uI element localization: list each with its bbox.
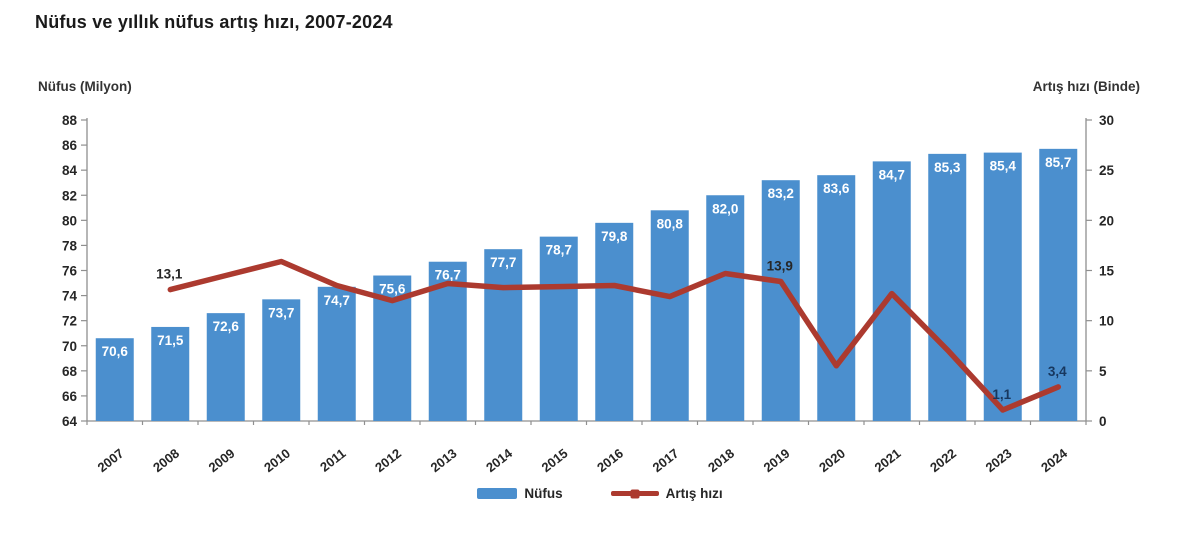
- bar-2016: [595, 222, 634, 421]
- bar-2018: [706, 195, 745, 421]
- bar-value-label-2013: 76,7: [435, 268, 461, 283]
- x-tick-label-2010: 2010: [261, 446, 293, 476]
- left-axis-tick-label: 78: [62, 238, 78, 253]
- chart-legend: Nüfus Artış hızı: [0, 486, 1200, 501]
- left-axis-tick-label: 64: [62, 414, 78, 429]
- right-axis-tick-label: 10: [1099, 314, 1114, 329]
- left-axis-tick-label: 82: [62, 188, 77, 203]
- left-axis-tick-label: 88: [62, 113, 78, 128]
- line-point-label-2008: 13,1: [156, 267, 183, 282]
- bar-value-label-2010: 73,7: [268, 305, 294, 320]
- legend-label-nufus: Nüfus: [524, 486, 563, 501]
- right-axis-tick-label: 0: [1099, 414, 1107, 429]
- bar-series-swatch-icon: [477, 488, 518, 499]
- x-tick-label-2023: 2023: [983, 446, 1015, 476]
- bar-value-label-2023: 85,4: [990, 159, 1017, 174]
- x-tick-label-2015: 2015: [539, 446, 571, 476]
- x-tick-label-2013: 2013: [428, 446, 460, 476]
- bar-value-label-2018: 82,0: [712, 201, 738, 216]
- bar-2024: [1039, 148, 1078, 422]
- bar-2020: [817, 175, 856, 421]
- left-axis-tick-label: 66: [62, 389, 78, 404]
- x-tick-label-2014: 2014: [483, 445, 516, 475]
- bar-value-label-2008: 71,5: [157, 333, 184, 348]
- left-axis-tick-label: 84: [62, 163, 78, 178]
- line-point-label-2024: 3,4: [1048, 364, 1067, 379]
- bar-value-label-2007: 70,6: [102, 344, 129, 359]
- left-axis-tick-label: 80: [62, 213, 77, 228]
- right-axis-title: Artış hızı (Binde): [1032, 79, 1140, 94]
- x-tick-label-2019: 2019: [761, 446, 793, 476]
- left-axis-tick-label: 72: [62, 314, 77, 329]
- right-axis-tick-label: 20: [1099, 213, 1114, 228]
- x-tick-label-2022: 2022: [927, 446, 959, 476]
- bar-value-label-2015: 78,7: [546, 243, 572, 258]
- bar-value-label-2022: 85,3: [934, 160, 961, 175]
- x-tick-label-2012: 2012: [372, 446, 404, 476]
- x-tick-label-2021: 2021: [872, 446, 904, 476]
- growth-rate-line: [167, 258, 1062, 413]
- left-axis-tick-label: 70: [62, 339, 77, 354]
- x-tick-label-2020: 2020: [816, 446, 848, 476]
- left-axis-tick-label: 74: [62, 289, 78, 304]
- bar-2010: [262, 299, 301, 421]
- line-marker-icon: [630, 489, 640, 498]
- bar-value-label-2012: 75,6: [379, 282, 406, 297]
- bar-value-label-2014: 77,7: [490, 255, 516, 270]
- bar-value-label-2009: 72,6: [213, 319, 240, 334]
- bar-2017: [650, 210, 689, 421]
- x-tick-label-2009: 2009: [206, 446, 238, 476]
- x-tick-label-2011: 2011: [317, 446, 348, 475]
- x-tick-label-2017: 2017: [650, 446, 682, 476]
- line-point-label-2023: 1,1: [992, 387, 1011, 402]
- bar-value-label-2017: 80,8: [657, 216, 684, 231]
- bar-2007: [95, 338, 134, 421]
- left-axis-tick-label: 68: [62, 364, 78, 379]
- x-tick-label-2024: 2024: [1038, 445, 1071, 475]
- right-axis-tick-label: 15: [1099, 264, 1115, 279]
- bar-value-label-2019: 83,2: [768, 186, 794, 201]
- bar-2014: [484, 249, 523, 421]
- legend-label-artis-hizi: Artış hızı: [665, 486, 723, 501]
- bar-2023: [983, 152, 1022, 421]
- legend-item-artis-hizi: Artış hızı: [610, 486, 723, 501]
- right-axis-tick-label: 25: [1099, 163, 1115, 178]
- chart-title: Nüfus ve yıllık nüfus artış hızı, 2007-2…: [35, 12, 393, 32]
- x-tick-label-2007: 2007: [95, 446, 127, 476]
- x-tick-label-2016: 2016: [594, 446, 626, 476]
- bar-2015: [539, 236, 578, 421]
- legend-item-nufus: Nüfus: [477, 486, 563, 501]
- bar-2009: [206, 313, 245, 421]
- bar-value-label-2020: 83,6: [823, 181, 850, 196]
- left-axis-tick-label: 86: [62, 138, 78, 153]
- left-axis-title: Nüfus (Milyon): [38, 79, 132, 94]
- left-axis-tick-label: 76: [62, 264, 78, 279]
- bar-value-label-2016: 79,8: [601, 229, 628, 244]
- bar-value-label-2021: 84,7: [879, 167, 905, 182]
- bar-value-label-2011: 74,7: [324, 293, 350, 308]
- bar-2008: [151, 326, 190, 421]
- right-axis-tick-label: 30: [1099, 113, 1114, 128]
- x-tick-label-2018: 2018: [705, 446, 737, 476]
- x-tick-label-2008: 2008: [150, 446, 182, 476]
- right-axis-tick-label: 5: [1099, 364, 1107, 379]
- bar-2011: [317, 286, 356, 421]
- line-series-swatch-icon: [610, 489, 659, 498]
- bar-value-label-2024: 85,7: [1045, 155, 1071, 170]
- line-point-label-2019: 13,9: [767, 259, 793, 274]
- bar-2022: [928, 153, 967, 422]
